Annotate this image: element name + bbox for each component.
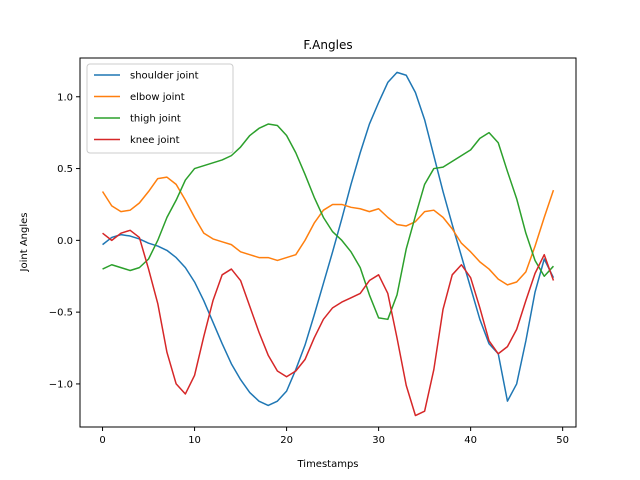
y-tick-label: −1.0 — [49, 379, 73, 390]
legend: shoulder joint elbow joint thigh joint knee… — [86, 63, 234, 154]
y-axis: −1.0 −0.5 0.0 0.5 1.0 — [49, 92, 80, 390]
chart-title: F.Angles — [303, 38, 352, 52]
x-tick-label: 20 — [280, 435, 293, 446]
series-layer — [101, 71, 555, 417]
x-axis-label: Timestamps — [296, 459, 358, 470]
x-tick-label: 40 — [464, 435, 477, 446]
legend-box — [86, 63, 234, 154]
plot-frame — [79, 57, 577, 428]
y-axis-label: Joint Angles — [19, 213, 30, 273]
legend-label: elbow joint — [130, 92, 185, 103]
y-tick-label: 0.0 — [57, 236, 73, 247]
y-tick-label: 1.0 — [57, 92, 73, 103]
legend-label: thigh joint — [130, 114, 181, 125]
x-axis: 0 10 20 30 40 50 — [99, 427, 569, 446]
x-tick-label: 10 — [188, 435, 201, 446]
series-line-3 — [102, 229, 555, 417]
x-tick-label: 50 — [556, 435, 569, 446]
series-line-2 — [102, 123, 555, 321]
legend-label: knee joint — [130, 135, 180, 146]
x-tick-label: 0 — [99, 435, 105, 446]
series-line-1 — [101, 176, 555, 286]
y-tick-label: 0.5 — [57, 164, 73, 175]
series-line-0 — [102, 71, 555, 407]
y-tick-label: −0.5 — [49, 308, 73, 319]
x-tick-label: 30 — [372, 435, 385, 446]
legend-label: shoulder joint — [130, 71, 199, 82]
